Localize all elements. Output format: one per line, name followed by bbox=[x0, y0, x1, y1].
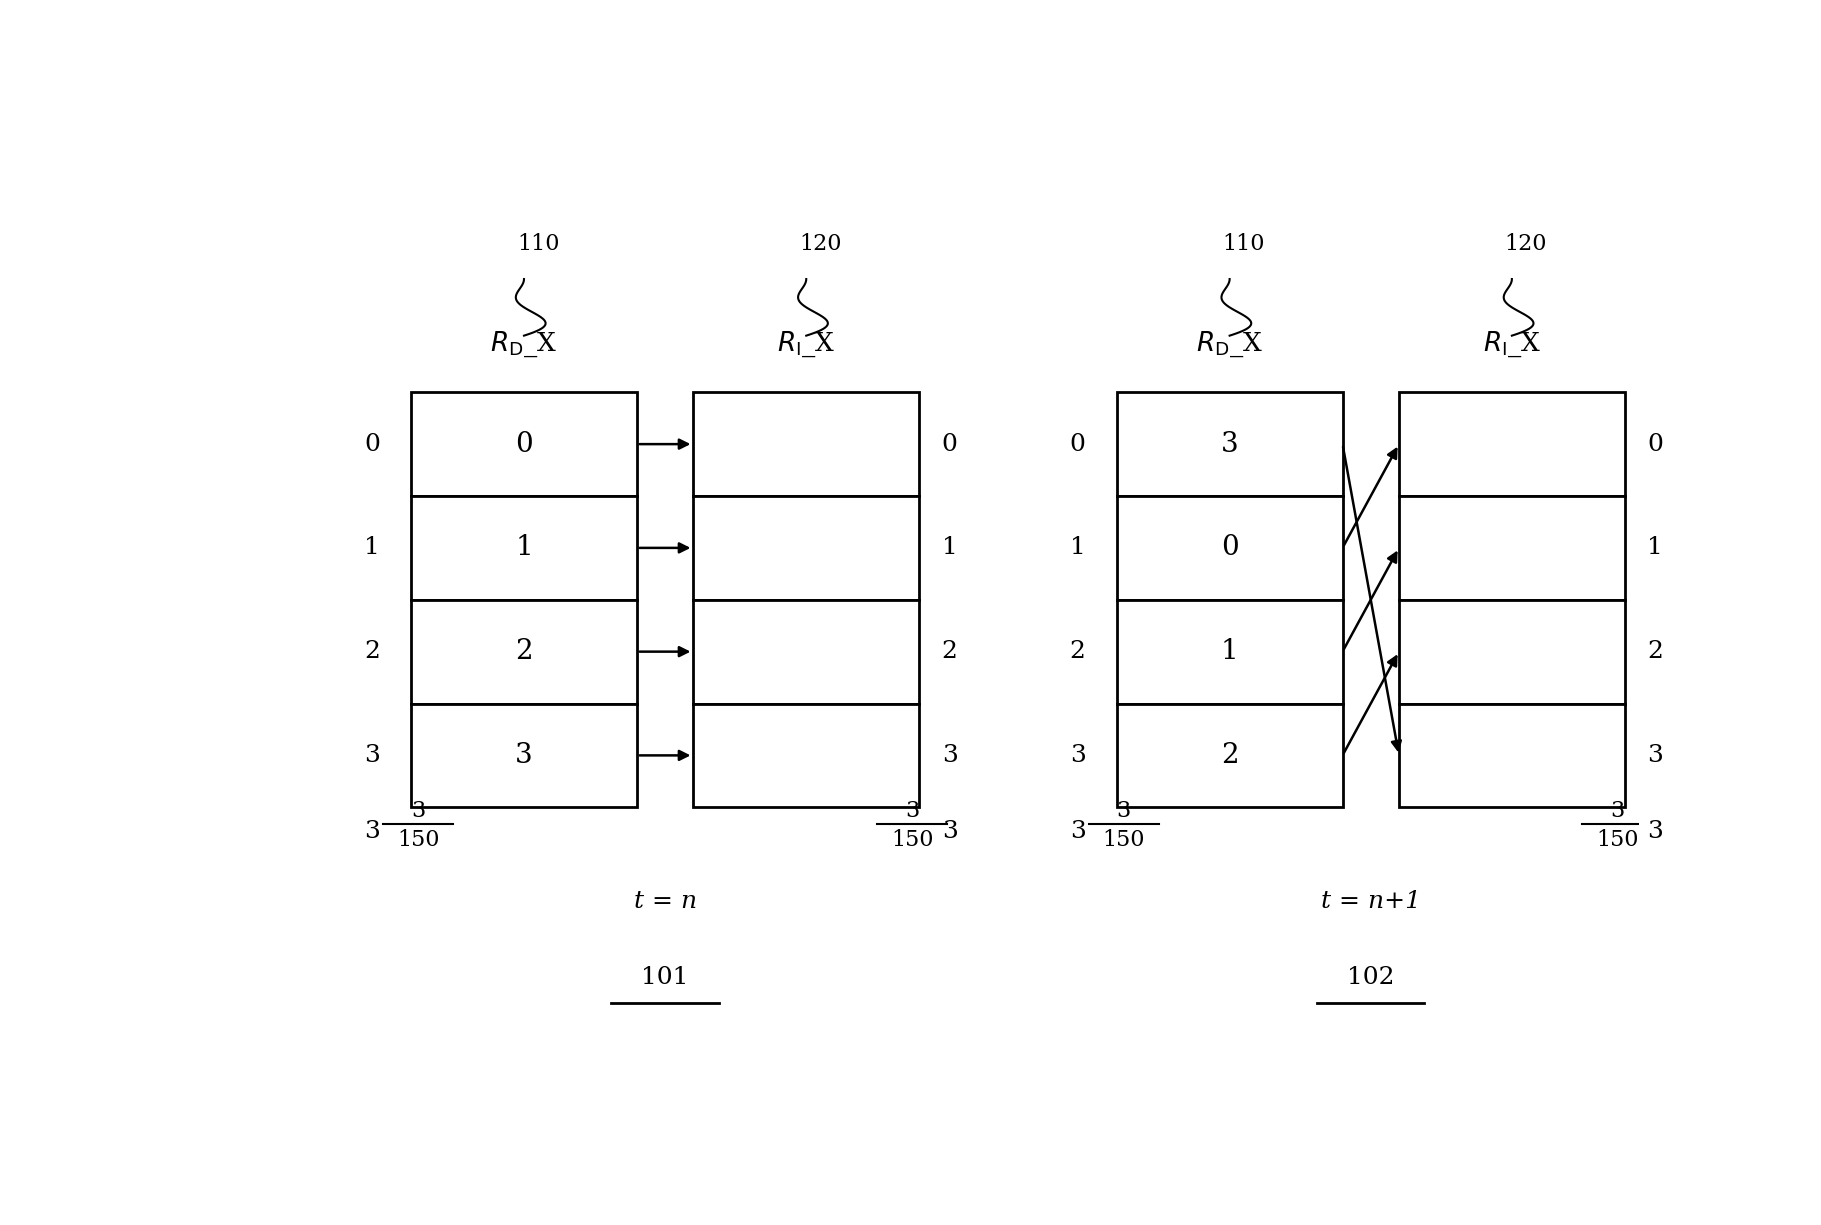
Text: 0: 0 bbox=[1069, 432, 1085, 456]
Bar bbox=[1116, 392, 1342, 496]
Text: 3: 3 bbox=[941, 744, 958, 767]
Text: $R_{\mathrm{D}}$_X: $R_{\mathrm{D}}$_X bbox=[490, 330, 557, 359]
Bar bbox=[412, 496, 637, 600]
Text: 150: 150 bbox=[890, 829, 934, 851]
Text: 3: 3 bbox=[412, 800, 426, 822]
Text: 102: 102 bbox=[1348, 965, 1395, 989]
Text: 150: 150 bbox=[1102, 829, 1145, 851]
Text: 3: 3 bbox=[515, 742, 534, 769]
Text: 0: 0 bbox=[364, 432, 381, 456]
Bar bbox=[412, 703, 637, 807]
Text: 101: 101 bbox=[641, 965, 688, 989]
Text: 120: 120 bbox=[1504, 234, 1548, 256]
Text: 2: 2 bbox=[941, 641, 958, 663]
Text: t = n+1: t = n+1 bbox=[1320, 891, 1420, 913]
Text: $R_{\mathrm{I}}$_X: $R_{\mathrm{I}}$_X bbox=[778, 330, 836, 359]
Bar bbox=[412, 600, 637, 703]
Text: 1: 1 bbox=[1071, 537, 1085, 560]
Text: 120: 120 bbox=[799, 234, 841, 256]
Text: 3: 3 bbox=[364, 820, 381, 843]
Text: 1: 1 bbox=[941, 537, 958, 560]
Text: 3: 3 bbox=[1610, 800, 1624, 822]
Bar bbox=[694, 392, 920, 496]
Text: t = n: t = n bbox=[634, 891, 697, 913]
Text: 2: 2 bbox=[1069, 641, 1085, 663]
Text: 2: 2 bbox=[1648, 641, 1663, 663]
Bar bbox=[694, 703, 920, 807]
Text: 3: 3 bbox=[905, 800, 920, 822]
Text: 3: 3 bbox=[1069, 820, 1085, 843]
Text: 2: 2 bbox=[1220, 742, 1238, 769]
Bar bbox=[1399, 392, 1624, 496]
Text: 3: 3 bbox=[364, 744, 381, 767]
Text: 0: 0 bbox=[1648, 432, 1663, 456]
Text: 3: 3 bbox=[1648, 744, 1663, 767]
Text: 0: 0 bbox=[941, 432, 958, 456]
Bar bbox=[1116, 703, 1342, 807]
Bar bbox=[694, 496, 920, 600]
Text: 3: 3 bbox=[1069, 744, 1085, 767]
Text: 2: 2 bbox=[515, 638, 534, 665]
Text: 1: 1 bbox=[364, 537, 381, 560]
Text: 0: 0 bbox=[515, 431, 534, 458]
Text: 1: 1 bbox=[1648, 537, 1663, 560]
Bar bbox=[1399, 496, 1624, 600]
Text: $R_{\mathrm{I}}$_X: $R_{\mathrm{I}}$_X bbox=[1482, 330, 1541, 359]
Bar bbox=[412, 392, 637, 496]
Text: $R_{\mathrm{D}}$_X: $R_{\mathrm{D}}$_X bbox=[1196, 330, 1264, 359]
Bar bbox=[1116, 600, 1342, 703]
Text: 1: 1 bbox=[1220, 638, 1238, 665]
Text: 3: 3 bbox=[941, 820, 958, 843]
Text: 1: 1 bbox=[515, 534, 534, 561]
Text: 3: 3 bbox=[1116, 800, 1131, 822]
Text: 150: 150 bbox=[397, 829, 439, 851]
Text: 3: 3 bbox=[1220, 431, 1238, 458]
Text: 110: 110 bbox=[517, 234, 559, 256]
Bar bbox=[1399, 600, 1624, 703]
Text: 2: 2 bbox=[364, 641, 381, 663]
Text: 150: 150 bbox=[1597, 829, 1639, 851]
Text: 0: 0 bbox=[1220, 534, 1238, 561]
Bar bbox=[1116, 496, 1342, 600]
Text: 110: 110 bbox=[1222, 234, 1266, 256]
Text: 3: 3 bbox=[1648, 820, 1663, 843]
Bar bbox=[1399, 703, 1624, 807]
Bar bbox=[694, 600, 920, 703]
